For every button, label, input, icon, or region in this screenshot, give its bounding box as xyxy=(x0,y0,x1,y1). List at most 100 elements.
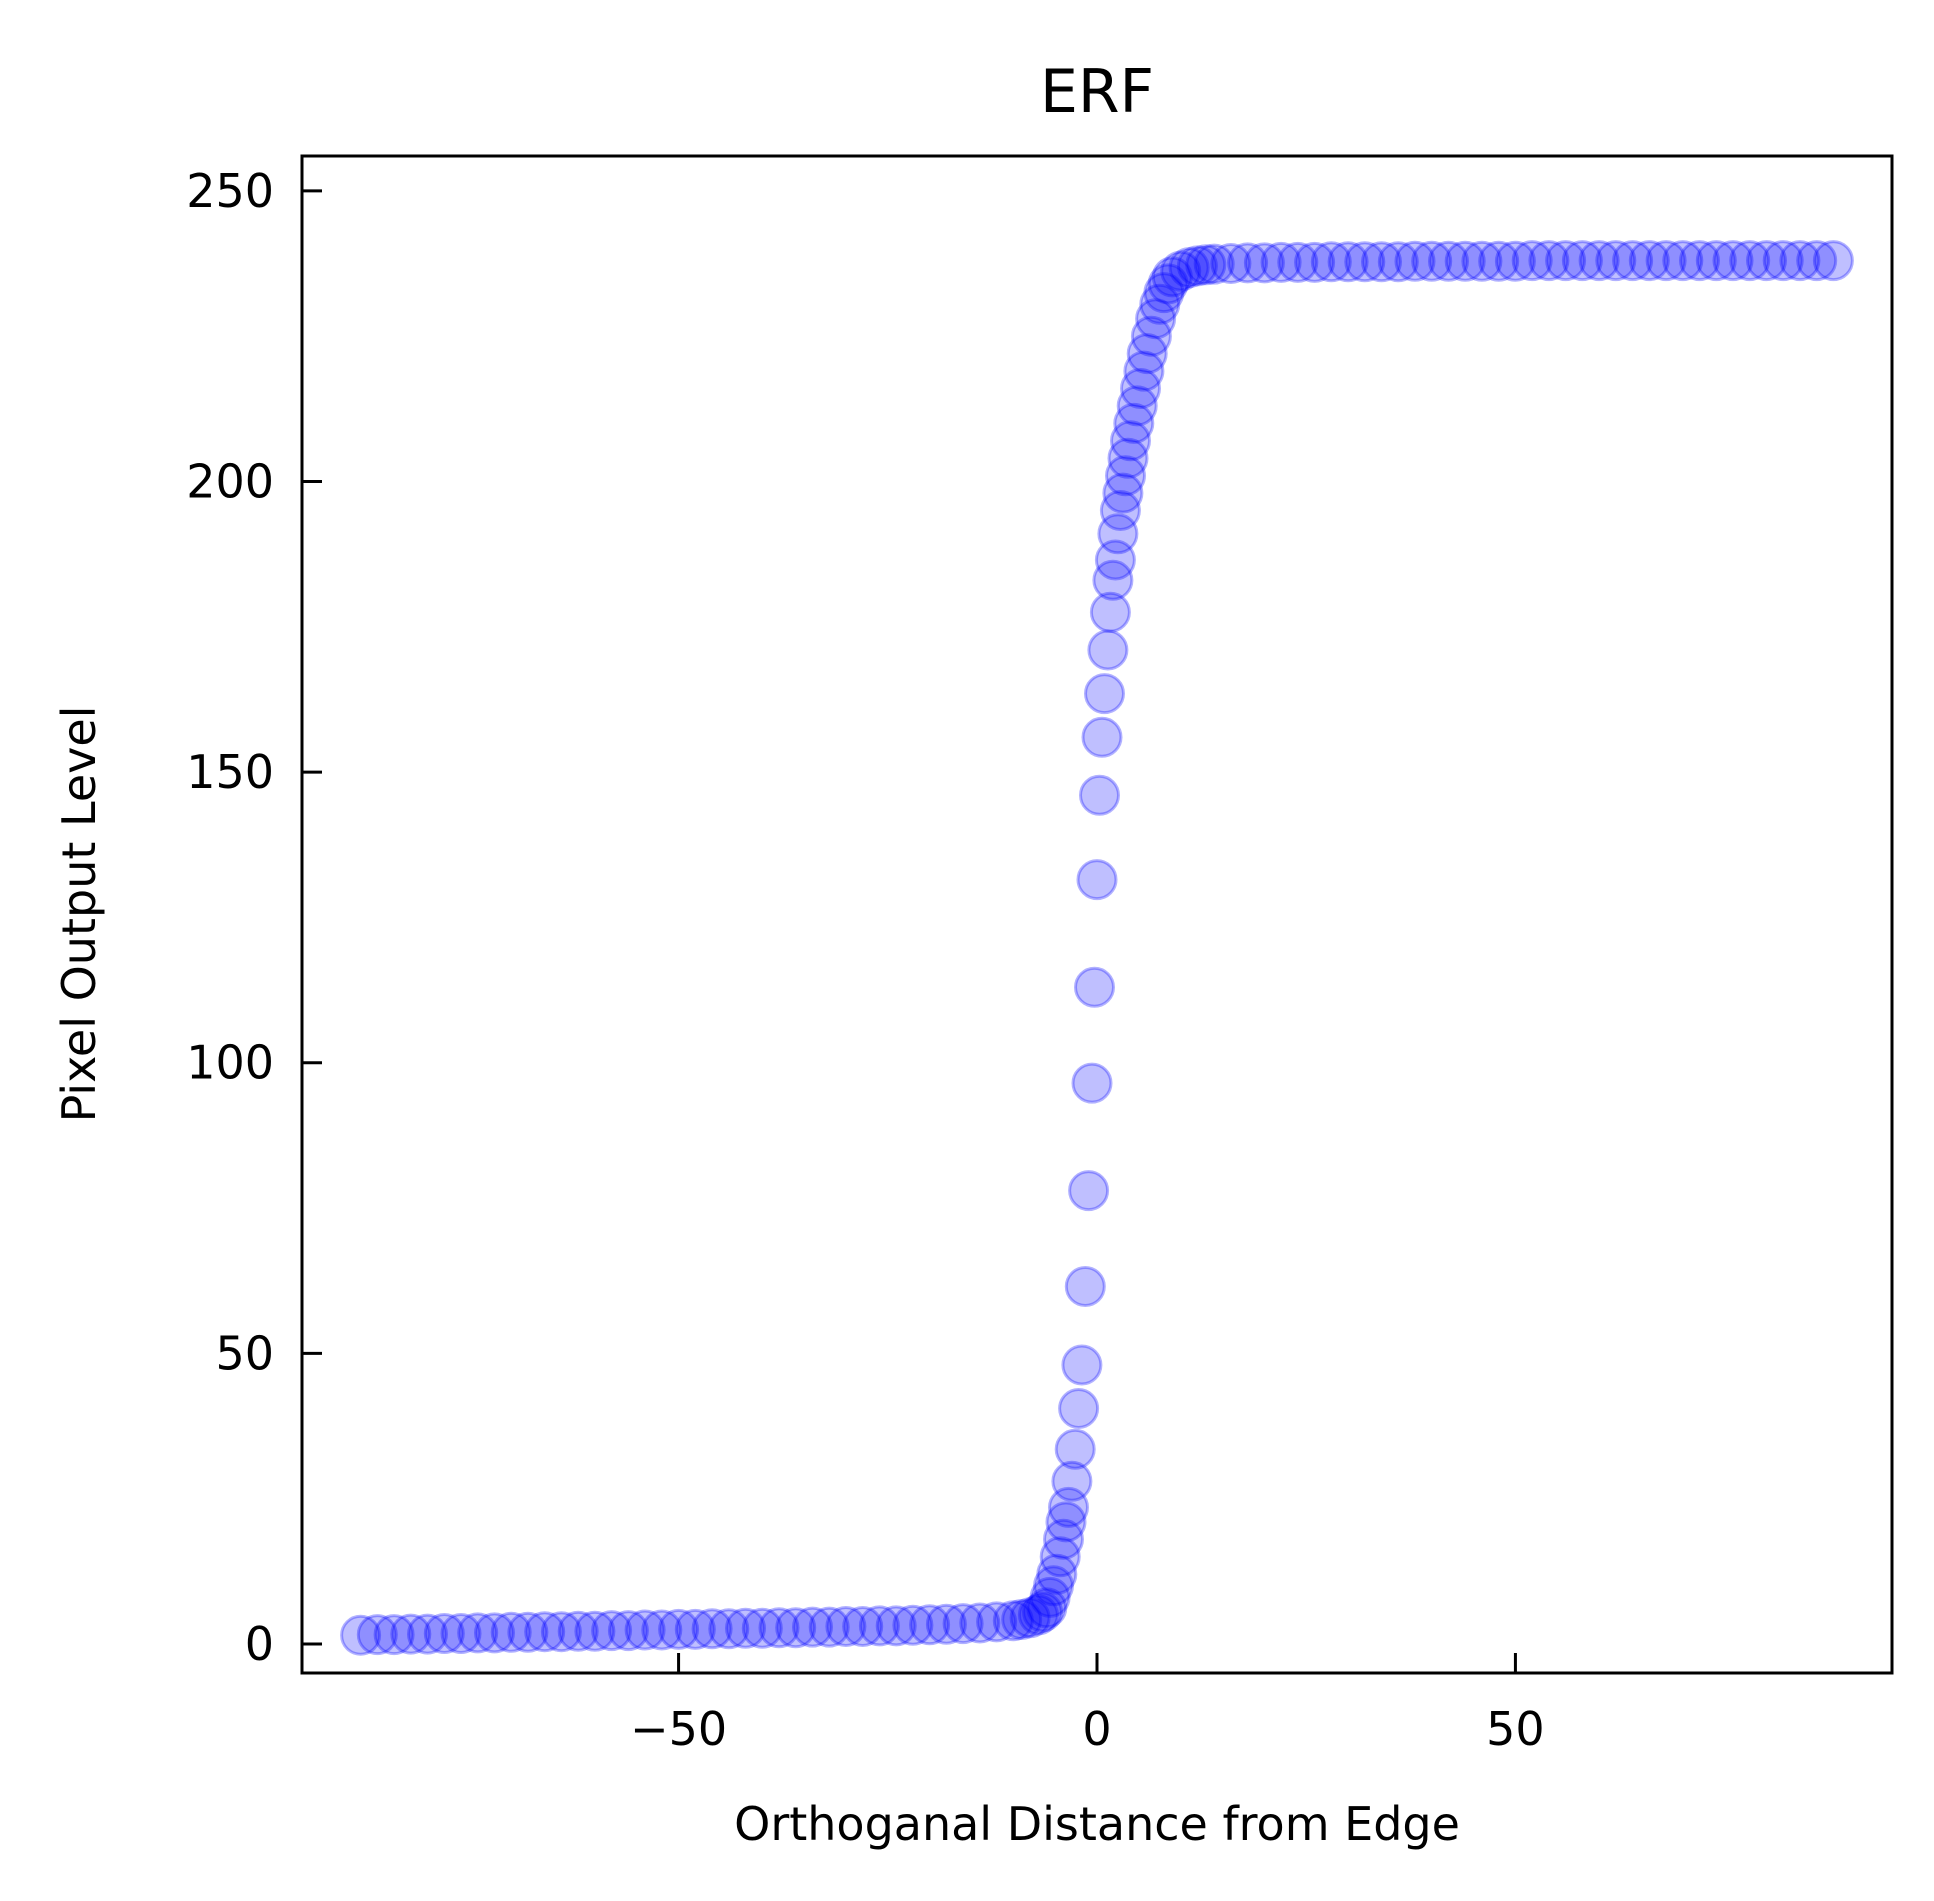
y-tick-label: 200 xyxy=(186,454,274,508)
scatter-point xyxy=(1130,315,1172,357)
x-axis-ticks: −50 0 50 xyxy=(630,1653,1545,1756)
scatter-point xyxy=(507,1611,549,1653)
scatter-point xyxy=(1051,1460,1093,1502)
scatter-point xyxy=(407,1613,448,1655)
scatter-point xyxy=(1039,1536,1081,1578)
x-tick-label: 50 xyxy=(1486,1702,1545,1756)
scatter-point xyxy=(758,1607,800,1649)
scatter-point xyxy=(1227,242,1269,284)
scatter-point xyxy=(1444,240,1486,282)
scatter-point xyxy=(875,1605,917,1647)
scatter-point xyxy=(1045,1501,1087,1543)
y-tick-label: 250 xyxy=(186,164,274,218)
scatter-point xyxy=(1001,1599,1043,1640)
scatter-point xyxy=(1712,240,1754,282)
scatter-point xyxy=(1061,1344,1103,1386)
scatter-point xyxy=(1277,241,1319,283)
scatter-point xyxy=(1746,240,1787,282)
scatter-point xyxy=(1064,1266,1106,1307)
scatter-point xyxy=(373,1614,415,1656)
scatter-point xyxy=(1043,1518,1084,1560)
scatter-points xyxy=(340,240,1854,1656)
scatter-point xyxy=(658,1608,700,1650)
scatter-point xyxy=(1160,250,1202,292)
scatter-point xyxy=(1068,1170,1110,1212)
scatter-point xyxy=(708,1608,750,1650)
scatter-point xyxy=(1116,385,1158,427)
scatter-point xyxy=(1143,272,1185,314)
scatter-point xyxy=(1120,368,1161,409)
scatter-point xyxy=(842,1606,884,1647)
scatter-point xyxy=(1029,1576,1071,1618)
scatter-point xyxy=(1147,263,1189,305)
scatter-point xyxy=(1087,629,1129,671)
scatter-point xyxy=(457,1612,499,1654)
scatter-point xyxy=(1578,240,1620,282)
scatter-point xyxy=(1494,240,1536,282)
scatter-point xyxy=(1048,1486,1089,1528)
scatter-point xyxy=(1595,240,1637,282)
scatter-point xyxy=(1645,240,1687,282)
scatter-point xyxy=(1058,1388,1100,1429)
scatter-point xyxy=(624,1609,666,1651)
scatter-point xyxy=(741,1607,783,1649)
scatter-point xyxy=(992,1600,1034,1642)
scatter-point xyxy=(1344,241,1386,283)
scatter-point xyxy=(1176,245,1218,287)
scatter-point xyxy=(340,1614,382,1656)
scatter-point xyxy=(1102,472,1144,514)
scatter-point xyxy=(1107,437,1149,479)
scatter-point xyxy=(892,1604,934,1646)
scatter-point xyxy=(524,1611,566,1653)
scatter-point xyxy=(1168,247,1210,289)
scatter-point xyxy=(1411,240,1453,282)
scatter-point xyxy=(909,1604,951,1646)
scatter-point xyxy=(1762,240,1804,282)
scatter-point xyxy=(1071,1062,1113,1104)
scatter-point xyxy=(1092,559,1134,601)
scatter-point xyxy=(942,1603,984,1645)
scatter-point xyxy=(1545,240,1587,282)
scatter-point xyxy=(1478,240,1520,282)
scatter-point xyxy=(1110,420,1151,462)
scatter-point xyxy=(976,1601,1018,1643)
chart-title: ERF xyxy=(1040,57,1154,127)
scatter-point xyxy=(1511,240,1553,282)
scatter-point xyxy=(390,1613,432,1655)
scatter-point xyxy=(1779,240,1821,282)
scatter-point xyxy=(808,1606,850,1648)
scatter-point xyxy=(423,1613,465,1654)
y-tick-label: 0 xyxy=(245,1617,274,1671)
scatter-point xyxy=(1394,240,1436,282)
scatter-point xyxy=(1054,1428,1096,1470)
scatter-point xyxy=(1079,774,1120,816)
scatter-point xyxy=(1081,716,1123,758)
scatter-point xyxy=(1022,1591,1064,1633)
scatter-point xyxy=(641,1609,683,1651)
scatter-point xyxy=(959,1602,1001,1644)
scatter-point xyxy=(1695,240,1737,282)
scatter-point xyxy=(1076,859,1118,901)
scatter-point xyxy=(825,1606,867,1647)
scatter-point xyxy=(1377,241,1419,283)
scatter-point xyxy=(1561,240,1603,282)
scatter-point xyxy=(1193,243,1235,285)
scatter-point xyxy=(1113,402,1155,444)
scatter-point xyxy=(490,1611,532,1653)
scatter-point xyxy=(540,1611,582,1653)
scatter-point xyxy=(1294,241,1336,283)
scatter-point xyxy=(1210,243,1252,284)
scatter-point xyxy=(792,1606,833,1648)
y-tick-label: 150 xyxy=(186,745,274,799)
scatter-point xyxy=(674,1608,716,1650)
x-axis-label: Orthoganal Distance from Edge xyxy=(734,1797,1460,1851)
scatter-point xyxy=(1310,241,1352,283)
scatter-point xyxy=(925,1603,967,1645)
scatter-point xyxy=(1089,591,1131,633)
scatter-point xyxy=(1428,240,1469,282)
scatter-point xyxy=(1084,673,1125,715)
scatter-point xyxy=(1036,1553,1078,1595)
scatter-point xyxy=(1099,490,1141,531)
